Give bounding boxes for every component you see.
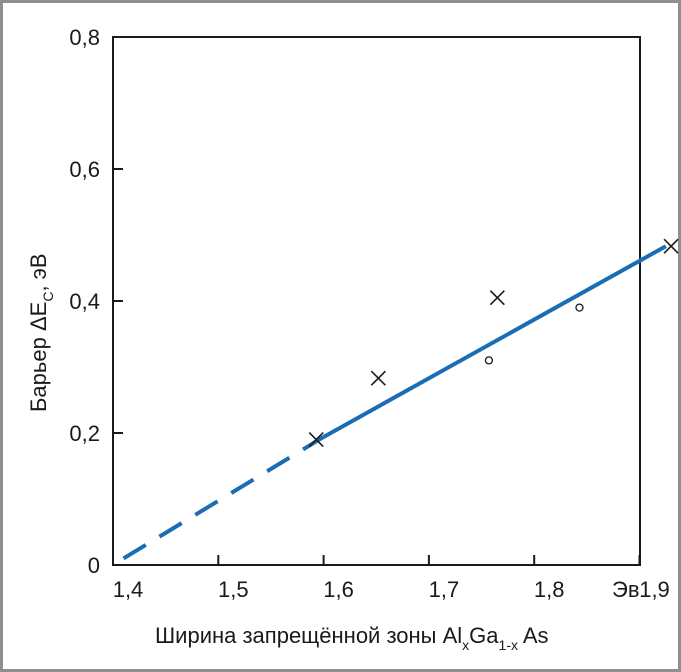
cross-marker — [663, 238, 679, 254]
y-tick-label: 0,6 — [69, 157, 100, 182]
y-tick-label: 0,4 — [69, 289, 100, 314]
y-tick-label: 0,8 — [69, 25, 100, 50]
x-tick-label: 1,7 — [429, 577, 460, 602]
cross-marker — [489, 290, 505, 306]
y-axis-title: Барьер ΔEC, эВ — [26, 253, 56, 412]
x-axis-ticks: 1,4 1,5 1,6 1,7 1,8 1,9 — [113, 555, 670, 602]
x-axis-title-mid: Ga — [469, 623, 499, 648]
x-axis-title: Ширина запрещённой зоны AlxGa1-x As — [155, 623, 549, 653]
cross-marker — [308, 432, 324, 448]
plot-area — [112, 36, 641, 566]
x-tick-label: 1,6 — [323, 577, 354, 602]
circle-marker — [484, 356, 494, 365]
x-axis-title-main: Ширина запрещённой зоны Al — [155, 623, 462, 648]
fit-line-solid — [322, 244, 667, 439]
circle-marker — [575, 303, 584, 312]
y-axis-ticks: 0 0,2 0,4 0,6 0,8 — [69, 25, 123, 578]
x-unit-label: Эв — [612, 577, 640, 602]
x-tick-label: 1,4 — [113, 577, 144, 602]
x-axis-title-end: As — [518, 623, 549, 648]
x-axis-title-sub1: x — [462, 637, 469, 653]
x-tick-label: 1,9 — [639, 577, 670, 602]
y-axis-title-sub: C — [40, 292, 56, 302]
y-axis-title-main: Барьер ΔE — [26, 302, 51, 412]
y-axis-title-end: , эВ — [26, 253, 51, 291]
x-tick-label: 1,8 — [534, 577, 565, 602]
y-tick-label: 0,2 — [69, 421, 100, 446]
fit-line-dashed — [122, 435, 325, 561]
cross-marker — [370, 370, 386, 386]
x-axis-title-sub2: 1-x — [499, 637, 518, 653]
x-tick-label: 1,5 — [218, 577, 249, 602]
data-markers — [308, 238, 679, 448]
y-tick-label: 0 — [88, 553, 100, 578]
